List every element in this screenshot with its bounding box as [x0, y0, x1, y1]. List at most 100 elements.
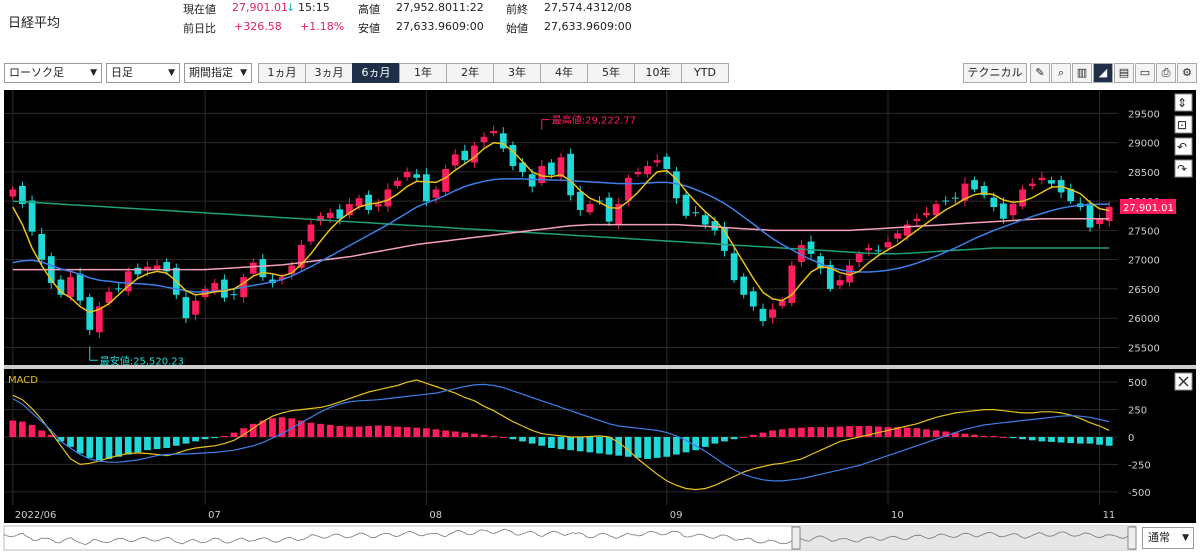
prev-close-label: 前終	[506, 3, 528, 16]
macd-histogram-bar	[557, 437, 565, 450]
candle	[1067, 188, 1075, 202]
period-button[interactable]: YTD	[681, 63, 729, 83]
candle	[499, 133, 507, 149]
candle	[990, 197, 998, 208]
print-icon[interactable]: ⎙	[1156, 63, 1176, 83]
candle	[374, 204, 382, 207]
undo-icon[interactable]: ↶	[1174, 137, 1193, 156]
zoom-icon[interactable]: ⌕	[1051, 63, 1071, 83]
macd-histogram-bar	[144, 437, 151, 451]
candle	[778, 300, 786, 306]
period-button[interactable]: 4年	[540, 63, 588, 83]
redo-button[interactable]	[1174, 159, 1193, 178]
period-button[interactable]: 2年	[446, 63, 494, 83]
nav-mode-select[interactable]: 通常 ▼	[1142, 527, 1194, 549]
candle	[422, 174, 430, 202]
period-mode-label: 期間指定	[189, 66, 233, 79]
candle	[884, 242, 892, 248]
candle	[1096, 218, 1103, 224]
macd-histogram-bar	[115, 437, 122, 457]
macd-histogram-bar	[836, 426, 844, 437]
period-button[interactable]: 1ヵ月	[258, 63, 306, 83]
pencil-icon[interactable]: ✎	[1030, 63, 1050, 83]
close-icon[interactable]	[1174, 372, 1193, 391]
candle	[432, 189, 440, 198]
candle	[1038, 177, 1046, 181]
candle	[923, 212, 930, 216]
area-chart-icon[interactable]: ◢	[1093, 63, 1113, 83]
candle	[403, 171, 411, 178]
macd-histogram-bar	[19, 421, 26, 437]
navigator-handle-left[interactable]	[791, 526, 801, 550]
macd-histogram-bar	[471, 433, 478, 437]
macd-histogram-bar	[528, 437, 536, 444]
price-tick-label: 25500	[1128, 343, 1160, 354]
period-button[interactable]: 5年	[587, 63, 635, 83]
document-icon[interactable]: ▤	[1114, 63, 1134, 83]
price-tick-label: 26500	[1128, 285, 1160, 296]
macd-histogram-bar	[740, 437, 748, 438]
change-value: +326.58	[234, 20, 282, 33]
period-mode-select[interactable]: 期間指定 ▼	[184, 63, 252, 83]
period-button[interactable]: 3年	[493, 63, 541, 83]
current-price-label: 27,901.01	[1123, 203, 1174, 214]
gear-icon[interactable]: ⚙	[1177, 63, 1197, 83]
macd-histogram-bar	[1048, 437, 1055, 442]
undo-button[interactable]	[1174, 137, 1193, 156]
fit-icon[interactable]: ⇕	[1174, 93, 1193, 112]
candle	[749, 291, 757, 307]
macd-histogram-bar	[403, 427, 411, 437]
candle	[875, 250, 882, 252]
change-label: 前日比	[183, 22, 216, 35]
macd-histogram-bar	[624, 437, 632, 457]
candle	[336, 209, 344, 219]
candle	[509, 145, 517, 167]
macd-histogram-bar	[1000, 437, 1007, 438]
lock-icon[interactable]: ⊡	[1174, 115, 1193, 134]
macd-histogram-bar	[297, 420, 305, 437]
candle	[951, 197, 959, 199]
macd-histogram-bar	[1096, 437, 1103, 445]
macd-histogram-bar	[76, 437, 84, 454]
fit-button[interactable]	[1174, 93, 1193, 112]
technical-button[interactable]: テクニカル	[963, 63, 1027, 83]
chart-type-select[interactable]: ローソク足 ▼	[4, 63, 102, 83]
candle	[221, 279, 228, 298]
macd-histogram-bar	[1067, 437, 1075, 444]
candle	[894, 233, 901, 239]
candle	[153, 265, 161, 270]
high-value: 27,952.80	[396, 1, 452, 14]
candle	[28, 200, 36, 232]
candle	[644, 166, 651, 175]
redo-icon[interactable]: ↷	[1174, 159, 1193, 178]
macd-histogram-bar	[336, 426, 344, 437]
macd-histogram-bar	[990, 435, 998, 437]
macd-histogram-bar	[673, 437, 680, 455]
macd-title: MACD	[8, 375, 38, 386]
low-value: 27,633.96	[396, 20, 452, 33]
candle	[326, 212, 334, 219]
chart-area[interactable]: 2550026000265002700027500280002850029000…	[0, 87, 1200, 523]
interval-select[interactable]: 日足 ▼	[106, 63, 180, 83]
period-button[interactable]: 10年	[634, 63, 682, 83]
open-time: 09:00	[600, 20, 632, 33]
lock-button[interactable]	[1174, 115, 1193, 134]
prev-close-date: 12/08	[600, 1, 632, 14]
macd-histogram-bar	[230, 432, 238, 437]
current-price-tag	[1120, 198, 1176, 214]
current-label: 現在値	[183, 3, 216, 16]
navigator-range[interactable]	[0, 523, 1140, 553]
period-button[interactable]: 6ヵ月	[352, 63, 400, 83]
candle	[615, 204, 623, 224]
period-button[interactable]: 3ヵ月	[305, 63, 353, 83]
period-button[interactable]: 1年	[399, 63, 447, 83]
x-axis-bg	[4, 505, 1118, 523]
folder-icon[interactable]: ▭	[1135, 63, 1155, 83]
macd-histogram-bar	[153, 437, 161, 450]
candle	[144, 266, 151, 271]
navigator-handle-right[interactable]	[1127, 526, 1137, 550]
macd-histogram-bar	[759, 432, 767, 437]
macd-histogram-bar	[942, 431, 950, 437]
candle	[1009, 204, 1017, 216]
bar-chart-icon[interactable]: ▥	[1072, 63, 1092, 83]
